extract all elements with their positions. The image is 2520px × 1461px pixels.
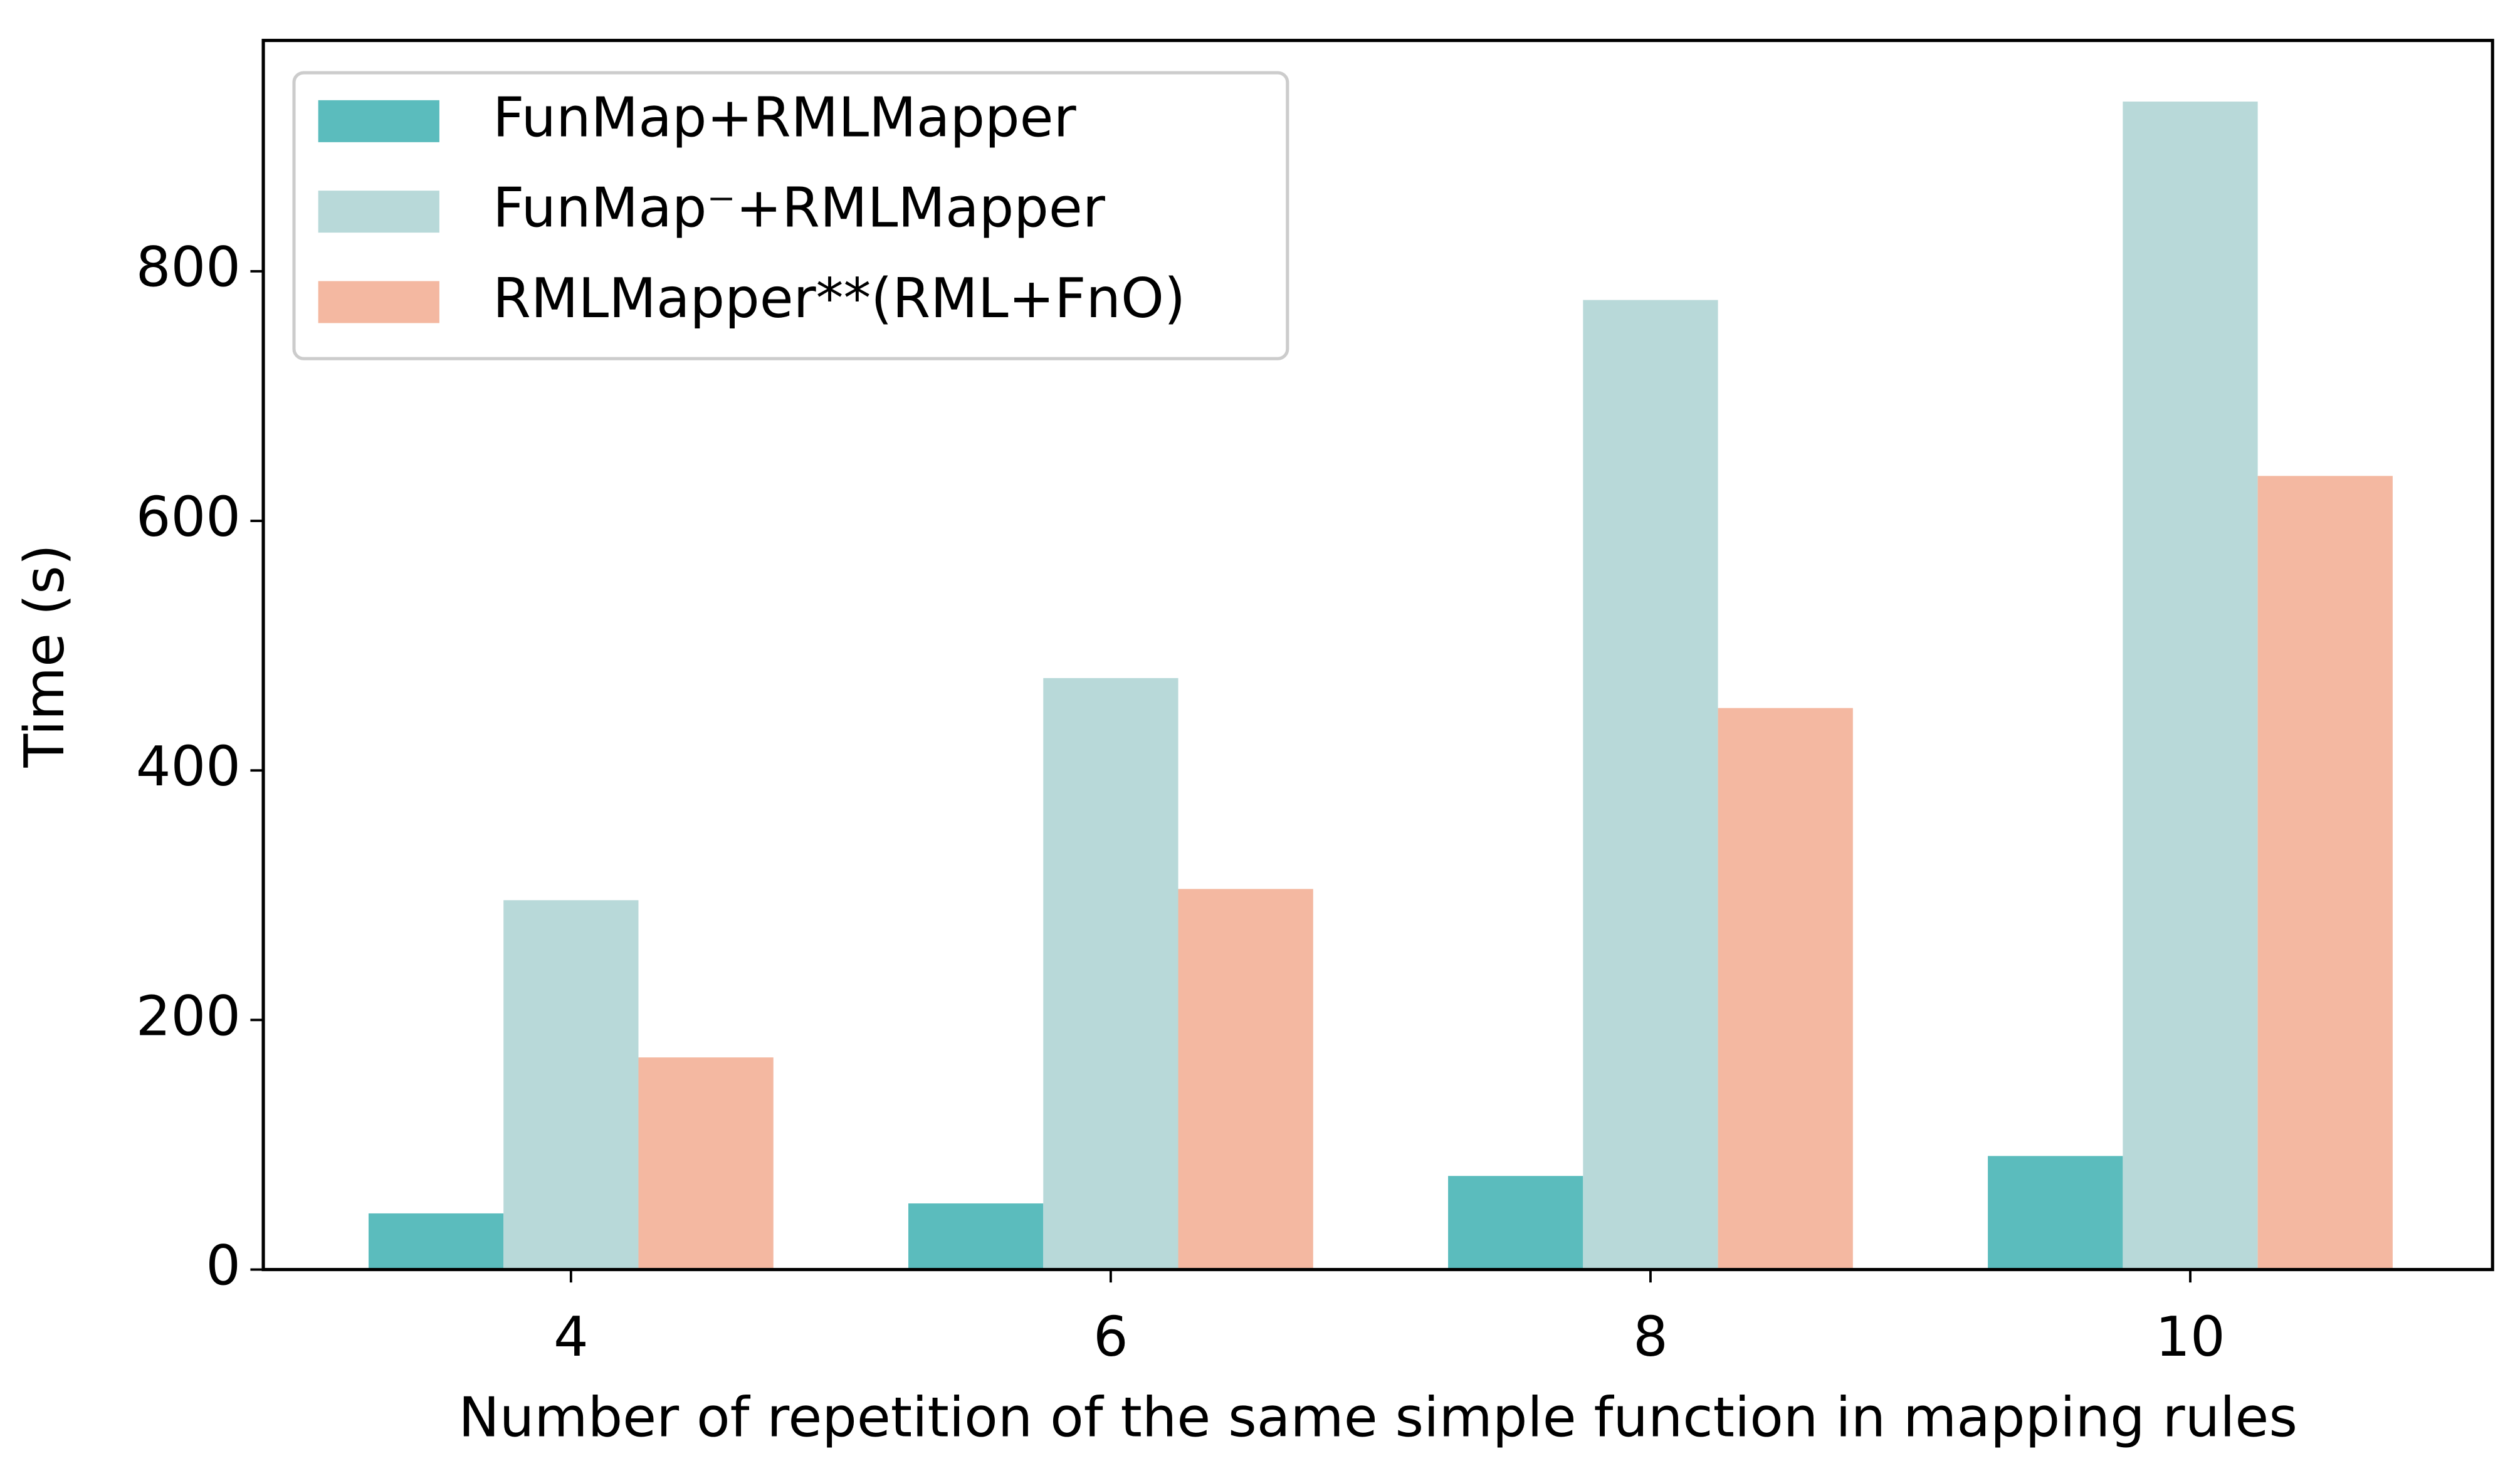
y-tick-label: 400 xyxy=(136,735,241,799)
y-tick-label: 200 xyxy=(136,984,241,1048)
legend-label: FunMap+RMLMapper xyxy=(493,85,1077,149)
x-tick-label: 10 xyxy=(2155,1305,2225,1369)
bar xyxy=(503,900,639,1270)
x-tick-label: 8 xyxy=(1633,1305,1668,1369)
bar xyxy=(2123,102,2258,1270)
bar xyxy=(1178,889,1313,1270)
x-tick-label: 6 xyxy=(1093,1305,1128,1369)
bar xyxy=(908,1203,1044,1270)
bar xyxy=(1448,1176,1583,1270)
bar xyxy=(2257,476,2393,1270)
y-tick-label: 0 xyxy=(206,1233,241,1297)
bar xyxy=(368,1213,504,1270)
y-axis-label: Time (s) xyxy=(13,544,76,768)
bar xyxy=(638,1057,774,1270)
bar xyxy=(1988,1156,2123,1270)
legend-swatch xyxy=(318,281,439,323)
legend-swatch xyxy=(318,191,439,233)
bar xyxy=(1043,678,1179,1270)
x-axis-label: Number of repetition of the same simple … xyxy=(458,1386,2297,1450)
legend-box xyxy=(292,71,1289,360)
legend-label: FunMap⁻+RMLMapper xyxy=(493,176,1106,240)
legend-label: RMLMapper**(RML+FnO) xyxy=(493,266,1185,330)
bar xyxy=(1583,300,1718,1270)
legend-swatch xyxy=(318,100,439,142)
y-tick-label: 600 xyxy=(136,485,241,549)
plot-frame xyxy=(261,38,2494,1272)
bar xyxy=(1718,708,1853,1270)
x-tick-label: 4 xyxy=(554,1305,589,1369)
y-tick-label: 800 xyxy=(136,236,241,300)
